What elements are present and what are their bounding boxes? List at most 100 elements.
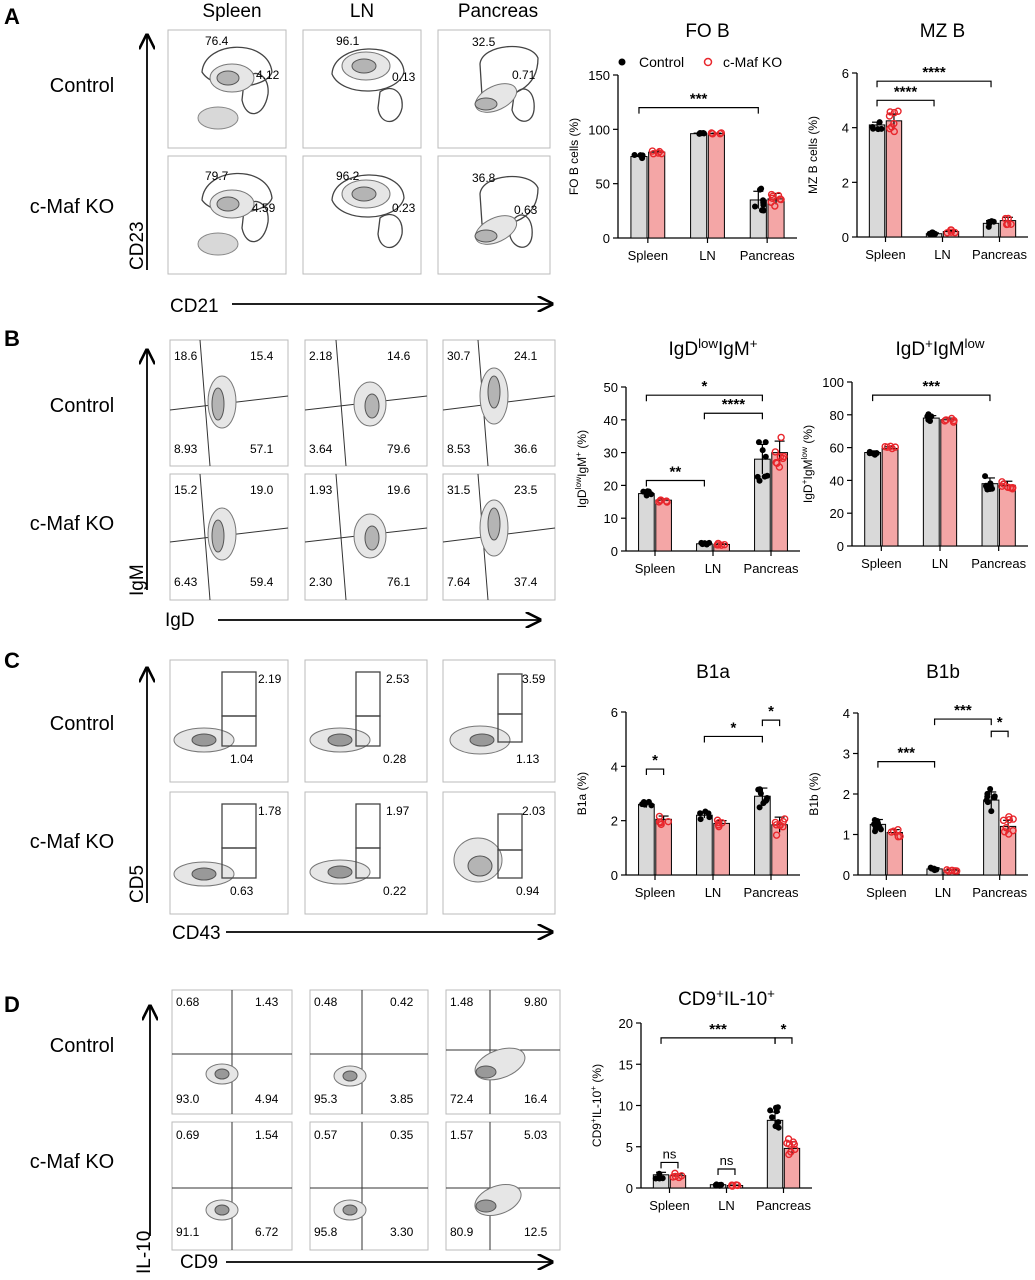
significance-label: *** <box>923 378 941 395</box>
percent-label: 3.64 <box>309 442 333 456</box>
data-point <box>886 108 894 116</box>
contour <box>197 232 239 256</box>
significance-label: ** <box>670 463 682 480</box>
data-point <box>927 418 934 425</box>
data-point <box>784 1135 793 1143</box>
data-point <box>874 820 881 827</box>
percent-label: 0.22 <box>383 884 407 898</box>
percent-label: 24.1 <box>514 349 538 363</box>
panel-c-label: C <box>4 648 20 673</box>
percent-label: 36.8 <box>472 171 496 185</box>
flow-plot: 79.7 4.59 <box>167 155 287 275</box>
data-point <box>728 1181 736 1189</box>
data-point <box>758 207 765 214</box>
data-point <box>948 866 956 875</box>
data-point <box>755 439 762 446</box>
percent-label: 2.53 <box>386 672 410 686</box>
data-point <box>883 443 892 451</box>
significance-bracket <box>774 1037 793 1044</box>
flow-plot: 15.2 19.0 6.43 59.4 <box>169 473 289 601</box>
y-axis-label: IgD+IgMlow (%) <box>799 425 815 503</box>
x-tick-label: LN <box>705 561 722 576</box>
y-tick-label: 0 <box>837 539 844 554</box>
percent-label: 72.4 <box>450 1092 474 1106</box>
bar <box>655 499 672 552</box>
flow-plot: 96.1 0.13 <box>302 29 422 149</box>
x-tick-label: Pancreas <box>972 885 1027 900</box>
data-point <box>947 414 956 423</box>
contour <box>351 58 377 74</box>
chart-title: IgDlowIgM+ <box>669 336 758 361</box>
bar <box>864 452 882 547</box>
contour <box>327 733 353 747</box>
data-point <box>773 459 781 468</box>
data-point <box>947 228 955 236</box>
data-point <box>988 218 995 225</box>
y-tick-label: 0 <box>843 868 850 883</box>
percent-label: 0.48 <box>314 995 338 1009</box>
significance-bracket <box>645 768 665 776</box>
bar <box>998 484 1016 547</box>
flow-plot: 2.03 0.94 <box>442 791 556 915</box>
y-tick-label: 50 <box>596 177 610 192</box>
percent-label: 0.68 <box>176 995 200 1009</box>
gate <box>221 715 257 747</box>
data-point <box>953 867 961 875</box>
percent-label: 0.42 <box>390 995 414 1009</box>
contour <box>342 1070 358 1082</box>
significance-label: * <box>781 1021 787 1038</box>
significance-label: *** <box>690 91 708 108</box>
data-point <box>987 785 994 792</box>
y-tick-label: 100 <box>588 122 610 137</box>
data-point <box>662 497 671 505</box>
flow-plot: 76.4 4.12 <box>167 29 287 149</box>
x-axis-name: CD9 <box>180 1252 218 1273</box>
flow-plot: 96.2 0.23 <box>302 155 422 275</box>
bar <box>771 452 788 552</box>
data-point <box>931 867 938 874</box>
x-tick-label: Spleen <box>628 248 668 263</box>
data-point <box>707 129 716 137</box>
y-tick-label: 4 <box>611 759 618 774</box>
y-tick-label: 2 <box>843 787 850 802</box>
y-axis-label: IgDlowIgM+ (%) <box>573 430 589 508</box>
chart-title: CD9+IL-10+ <box>678 986 775 1011</box>
data-point <box>949 418 958 426</box>
flow-plot: 1.57 5.03 80.9 12.5 <box>445 1121 561 1251</box>
y-tick-label: 0 <box>603 231 610 246</box>
bar <box>638 803 655 876</box>
contour <box>469 733 495 747</box>
data-point <box>943 866 951 874</box>
percent-label: 15.2 <box>174 483 198 497</box>
row-label-cmaf-ko: c-Maf KO <box>30 831 114 853</box>
data-point <box>1005 816 1013 824</box>
data-point <box>655 498 663 506</box>
data-point <box>762 453 769 460</box>
data-point <box>876 119 883 126</box>
data-point <box>639 801 646 808</box>
significance-label: ns <box>720 1153 734 1168</box>
contour <box>364 393 380 419</box>
percent-label: 1.97 <box>386 804 410 818</box>
contour <box>487 375 501 409</box>
data-point <box>1009 826 1017 835</box>
significance-bracket <box>877 761 936 768</box>
flow-plot: 2.19 1.04 <box>169 659 289 783</box>
percent-label: 1.93 <box>309 483 333 497</box>
x-tick-label: Spleen <box>861 556 901 571</box>
gate <box>377 213 403 249</box>
data-point <box>762 439 769 446</box>
significance-bracket <box>872 394 991 402</box>
bar <box>885 120 903 238</box>
chart-title: B1b <box>926 662 960 683</box>
gate <box>377 87 403 123</box>
contour <box>467 855 493 877</box>
percent-label: 1.48 <box>450 995 474 1009</box>
data-point <box>772 1104 779 1111</box>
y-tick-label: 4 <box>843 706 850 721</box>
percent-label: 0.28 <box>383 752 407 766</box>
data-point <box>984 486 991 493</box>
x-axis-name: CD43 <box>172 923 221 944</box>
flow-plot: 0.69 1.54 91.1 6.72 <box>171 1121 293 1251</box>
significance-bracket <box>717 1168 736 1176</box>
